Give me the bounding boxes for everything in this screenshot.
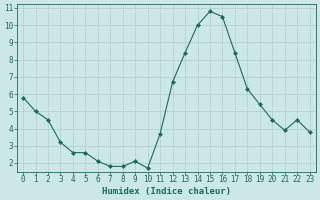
X-axis label: Humidex (Indice chaleur): Humidex (Indice chaleur) <box>102 187 231 196</box>
